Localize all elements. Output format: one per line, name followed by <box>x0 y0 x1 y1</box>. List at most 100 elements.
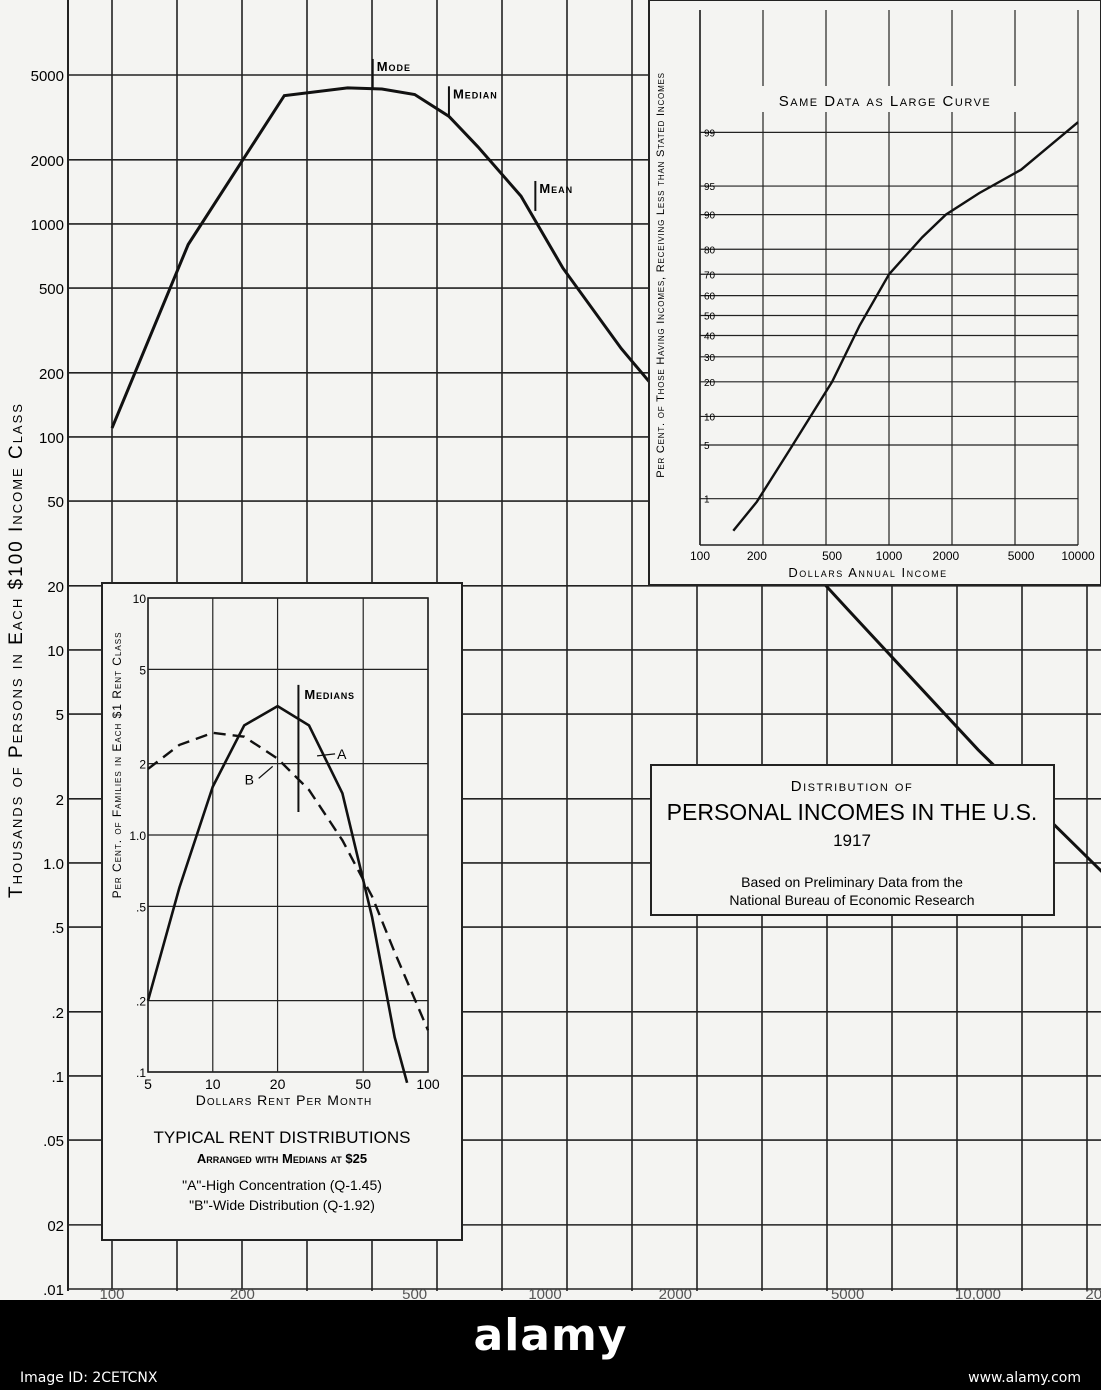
income-distribution-chart: 5000 2000 1000 500 200 100 50 20 10 5 2 1.0 .5 .2 .1 .0… <box>6 0 1101 1300</box>
rent-plot-frame <box>147 597 429 1073</box>
main-annotations: Mode Median Mean <box>371 58 573 211</box>
rent-x-ticks: 5 10 20 50 100 <box>144 1076 440 1092</box>
rent-x-tick-label: 50 <box>355 1076 371 1092</box>
watermark-banner: alamy Image ID: 2CETCNX www.alamy.com <box>0 1300 1101 1390</box>
rent-subtitle: Arranged with Medians at $25 <box>197 1151 367 1166</box>
main-y-tick-label: 200 <box>39 366 64 383</box>
rent-annotation-medians: Medians <box>304 687 354 702</box>
main-y-tick-label: 5 <box>56 707 64 724</box>
cumulative-title: Same Data as Large Curve <box>779 93 992 110</box>
cumulative-x-tick-label: 500 <box>822 549 842 563</box>
main-x-tick-label: 200 <box>230 1286 255 1300</box>
main-x-tick-label: 100 <box>99 1286 124 1300</box>
main-y-tick-label: .1 <box>51 1069 64 1086</box>
rent-x-tick-label: 100 <box>416 1076 440 1092</box>
main-x-tick-label: 2000 <box>659 1286 692 1300</box>
cumulative-y-tick-label: 20 <box>704 378 716 389</box>
cumulative-y-tick-label: 99 <box>704 128 716 139</box>
main-x-tick-label: 5000 <box>831 1286 864 1300</box>
rent-pointer-b <box>258 765 274 779</box>
rent-y-tick-label: .5 <box>136 900 146 914</box>
main-x-tick-label: 1000 <box>528 1286 561 1300</box>
rent-y-tick-label: .1 <box>136 1066 146 1080</box>
rent-x-axis-label: Dollars Rent Per Month <box>196 1092 373 1108</box>
cumulative-x-tick-label: 10000 <box>1061 549 1095 563</box>
cumulative-y-axis-label: Per Cent. of Those Having Incomes, Recei… <box>655 72 667 478</box>
rent-curve-a <box>146 704 409 1084</box>
rent-curve-b <box>147 731 430 1031</box>
main-y-tick-label: .2 <box>51 1005 64 1022</box>
rent-annotation-b: B <box>245 771 254 787</box>
brand-text: alamy <box>473 1310 628 1361</box>
title-line5: National Bureau of Economic Research <box>729 892 974 908</box>
title-line1: Distribution of <box>791 778 913 795</box>
rent-annotation-a: A <box>337 746 347 762</box>
chart-area: 5000 2000 1000 500 200 100 50 20 10 5 2 1.0 .5 .2 .1 .0… <box>0 0 1101 1300</box>
main-y-tick-label: 02 <box>47 1218 64 1235</box>
main-y-tick-label: 2 <box>56 792 64 809</box>
main-y-ticks: 5000 2000 1000 500 200 100 50 20 10 5 2 1.0 .5 .2 .1 .0… <box>31 68 64 1299</box>
main-y-tick-label: 10 <box>47 643 64 660</box>
rent-y-tick-label: .2 <box>136 995 146 1009</box>
main-income-curve <box>110 86 1101 873</box>
main-y-tick-label: 1000 <box>31 217 64 234</box>
cumulative-y-tick-label: 60 <box>704 292 716 303</box>
cumulative-y-ticks: 1 5 10 20 30 40 50 60 70 80 90 95 99 <box>704 128 716 505</box>
main-y-tick-label: .01 <box>43 1282 64 1299</box>
main-annotation-mean: Mean <box>539 181 573 196</box>
main-annotation-mode: Mode <box>377 59 411 74</box>
rent-grid <box>147 597 429 1073</box>
site-url: www.alamy.com <box>968 1370 1081 1386</box>
main-x-tick-label: 10,000 <box>955 1286 1001 1300</box>
main-x-tick-label: 500 <box>402 1286 427 1300</box>
cumulative-x-tick-label: 100 <box>690 549 710 563</box>
stock-id: Image ID: 2CETCNX <box>20 1370 158 1386</box>
rent-y-tick-label: 5 <box>139 663 146 677</box>
main-y-tick-label: 20 <box>47 579 64 596</box>
rent-x-tick-label: 20 <box>270 1076 286 1092</box>
rent-x-tick-label: 5 <box>144 1076 152 1092</box>
rent-inset-frame <box>101 582 463 1241</box>
title-line2: PERSONAL INCOMES IN THE U.S. <box>667 799 1038 825</box>
cumulative-y-tick-label: 70 <box>704 270 716 281</box>
main-y-axis-label: Thousands of Persons in Each $100 Income… <box>6 402 27 898</box>
rent-legend-b: "B"-Wide Distribution (Q-1.92) <box>189 1197 375 1213</box>
rent-y-ticks: 10 5 2 1.0 .5 .2 .1 <box>129 592 146 1080</box>
main-x-tick-label: 20,000 <box>1085 1286 1101 1300</box>
main-annotation-median: Median <box>453 86 498 101</box>
rent-legend-a: "A"-High Concentration (Q-1.45) <box>182 1177 382 1193</box>
cumulative-x-tick-label: 5000 <box>1008 549 1035 563</box>
cumulative-y-tick-label: 90 <box>704 211 716 222</box>
cumulative-title-backing <box>730 86 1040 112</box>
main-y-tick-label: .05 <box>43 1133 64 1150</box>
cumulative-y-tick-label: 5 <box>704 441 710 452</box>
cumulative-y-tick-label: 30 <box>704 353 716 364</box>
cumulative-x-tick-label: 200 <box>747 549 767 563</box>
cumulative-curve <box>732 121 1079 532</box>
main-y-tick-label: 500 <box>39 281 64 298</box>
cumulative-y-tick-label: 95 <box>704 182 716 193</box>
rent-y-tick-label: 1.0 <box>129 829 146 843</box>
main-y-tick-label: 1.0 <box>43 856 64 873</box>
cumulative-y-tick-label: 1 <box>704 495 710 506</box>
main-y-tick-label: 2000 <box>31 153 64 170</box>
title-line4: Based on Preliminary Data from the <box>741 874 963 890</box>
title-box <box>650 764 1055 916</box>
cumulative-y-tick-label: 10 <box>704 412 716 423</box>
cumulative-x-axis-label: Dollars Annual Income <box>788 565 947 580</box>
rent-y-tick-label: 2 <box>139 758 146 772</box>
rent-x-tick-label: 10 <box>205 1076 221 1092</box>
rent-y-tick-label: 10 <box>133 592 147 606</box>
main-y-tick-label: .5 <box>51 920 64 937</box>
rent-annotations: Medians A B <box>245 684 354 813</box>
rent-title: TYPICAL RENT DISTRIBUTIONS <box>154 1128 411 1147</box>
rent-y-axis-label: Per Cent. of Families in Each $1 Rent Cl… <box>110 632 124 899</box>
cumulative-x-tick-label: 1000 <box>876 549 903 563</box>
title-line3: 1917 <box>833 831 871 850</box>
cumulative-grid <box>699 10 1079 546</box>
cumulative-y-tick-label: 40 <box>704 331 716 342</box>
cumulative-y-tick-label: 50 <box>704 312 716 323</box>
main-y-tick-label: 50 <box>47 494 64 511</box>
cumulative-y-tick-label: 80 <box>704 245 716 256</box>
cumulative-x-ticks: 100 200 500 1000 2000 5000 10000 <box>690 549 1095 563</box>
